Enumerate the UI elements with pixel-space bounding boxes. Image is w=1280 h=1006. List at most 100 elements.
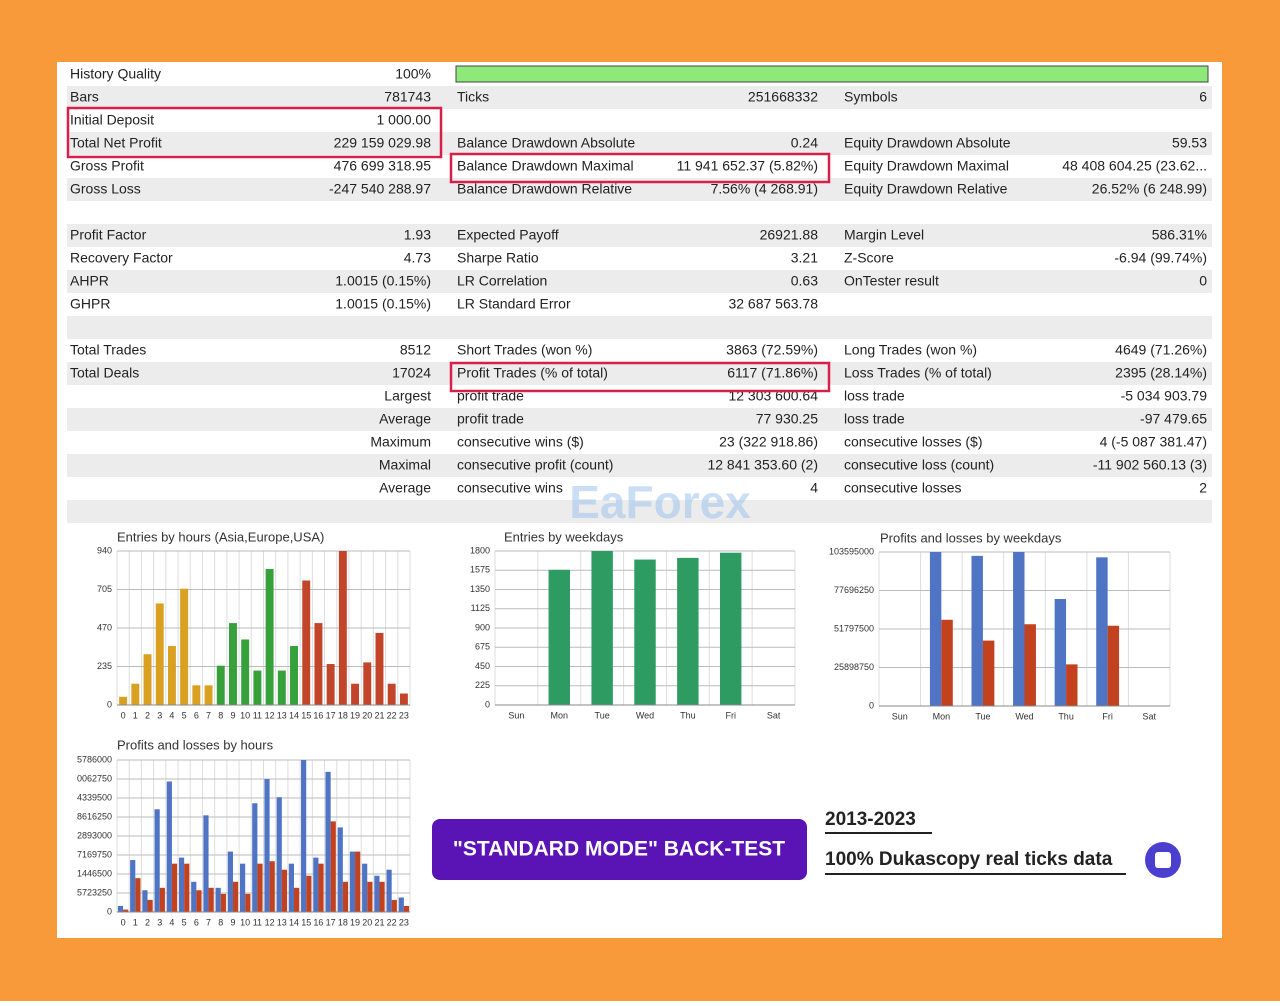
x-tick-label: 9 <box>230 917 235 927</box>
y-tick-label: 450 <box>475 661 490 671</box>
y-tick-label: 235 <box>97 661 112 671</box>
y-tick-label: 675 <box>475 642 490 652</box>
x-tick-label: 2 <box>145 710 150 720</box>
x-tick-label: 0 <box>121 917 126 927</box>
bar <box>135 878 141 912</box>
row-label: consecutive loss (count) <box>844 457 994 473</box>
bar <box>290 646 298 705</box>
x-tick-label: 6 <box>194 917 199 927</box>
bar <box>252 803 258 912</box>
bar <box>398 897 404 912</box>
row-value: 0.63 <box>791 273 818 289</box>
bar <box>387 683 396 705</box>
row-value: 17024 <box>392 365 431 381</box>
row-label: Symbols <box>844 89 898 105</box>
x-tick-label: 13 <box>277 710 287 720</box>
bar <box>403 905 410 912</box>
row-value: 77 930.25 <box>756 411 818 427</box>
bar <box>548 569 570 705</box>
x-tick-label: 10 <box>240 710 250 720</box>
bar <box>391 899 397 912</box>
bar <box>216 665 225 705</box>
row-value: 1.0015 (0.15%) <box>335 273 431 289</box>
bar <box>257 863 263 912</box>
bar <box>325 771 331 912</box>
bar <box>313 857 319 912</box>
row-label: Gross Loss <box>70 181 141 197</box>
x-tick-label: 19 <box>350 710 360 720</box>
x-tick-label: Fri <box>1102 711 1113 721</box>
bar <box>220 893 226 912</box>
row-label: Z-Score <box>844 250 894 266</box>
row-label: Total Trades <box>70 342 146 358</box>
y-tick-label: 1125 <box>471 603 490 613</box>
row-value: 23 (322 918.86) <box>719 434 818 450</box>
x-tick-label: 21 <box>374 917 384 927</box>
y-tick-label: 77696250 <box>834 585 874 595</box>
banner-text: "STANDARD MODE" BACK-TEST <box>453 838 785 861</box>
row-label: Margin Level <box>844 227 924 243</box>
x-tick-label: Thu <box>680 710 696 720</box>
bar <box>301 760 307 912</box>
bar <box>232 881 239 912</box>
row-label: Balance Drawdown Maximal <box>457 158 634 174</box>
bar <box>167 646 176 705</box>
bar <box>229 623 237 705</box>
x-tick-label: Mon <box>933 711 951 721</box>
row-value: 11 941 652.37 (5.82%) <box>677 158 818 174</box>
row-background <box>67 132 1212 155</box>
row-value: 781743 <box>384 89 431 105</box>
row-value: 1.93 <box>404 227 431 243</box>
x-tick-label: Wed <box>636 710 654 720</box>
bar <box>677 557 699 705</box>
y-tick-label: 900 <box>475 622 490 632</box>
row-label: Largest <box>384 388 431 404</box>
bar <box>302 580 311 705</box>
x-tick-label: Fri <box>725 710 736 720</box>
bar <box>338 551 347 705</box>
y-tick-label: 1350 <box>470 584 490 594</box>
bar <box>941 619 953 706</box>
watermark: EaForex <box>569 476 751 528</box>
row-label: loss trade <box>844 411 905 427</box>
row-value: -6.94 (99.74%) <box>1114 250 1207 266</box>
bar <box>215 887 221 912</box>
row-label: Average <box>379 480 431 496</box>
row-value: 1.0015 (0.15%) <box>335 296 431 312</box>
x-tick-label: 18 <box>338 710 348 720</box>
bar <box>191 881 197 912</box>
bar <box>1024 624 1036 706</box>
row-label: loss trade <box>844 388 905 404</box>
x-tick-label: 5 <box>182 710 187 720</box>
row-label: Expected Payoff <box>457 227 559 243</box>
chart-title: Entries by weekdays <box>504 529 624 544</box>
row-value: 26.52% (6 248.99) <box>1092 181 1207 197</box>
x-tick-label: Wed <box>1015 711 1033 721</box>
row-label: Total Net Profit <box>70 135 162 151</box>
row-label: LR Standard Error <box>457 296 571 312</box>
charts: Entries by hours (Asia,Europe,USA)023547… <box>77 529 1171 927</box>
highlight <box>449 152 831 184</box>
y-tick-label: 5723250 <box>77 887 112 897</box>
row-label: Gross Profit <box>70 158 144 174</box>
bar <box>159 887 165 912</box>
bar <box>386 869 392 912</box>
row-label: Equity Drawdown Absolute <box>844 135 1011 151</box>
bar <box>342 881 349 912</box>
bar <box>117 905 124 912</box>
bar <box>375 632 384 705</box>
bar <box>178 857 185 912</box>
x-tick-label: 6 <box>194 710 199 720</box>
bar <box>929 552 942 706</box>
x-tick-label: 7 <box>206 917 211 927</box>
row-value: 3.21 <box>791 250 818 266</box>
row-value: 4 (-5 087 381.47) <box>1100 434 1207 450</box>
x-tick-label: 23 <box>399 917 409 927</box>
y-tick-label: 7169750 <box>77 849 112 859</box>
icon-inner <box>1155 852 1171 868</box>
row-value: 32 687 563.78 <box>728 296 818 312</box>
row-label: Sharpe Ratio <box>457 250 539 266</box>
bar <box>288 863 295 912</box>
row-value: 59.53 <box>1172 135 1207 151</box>
